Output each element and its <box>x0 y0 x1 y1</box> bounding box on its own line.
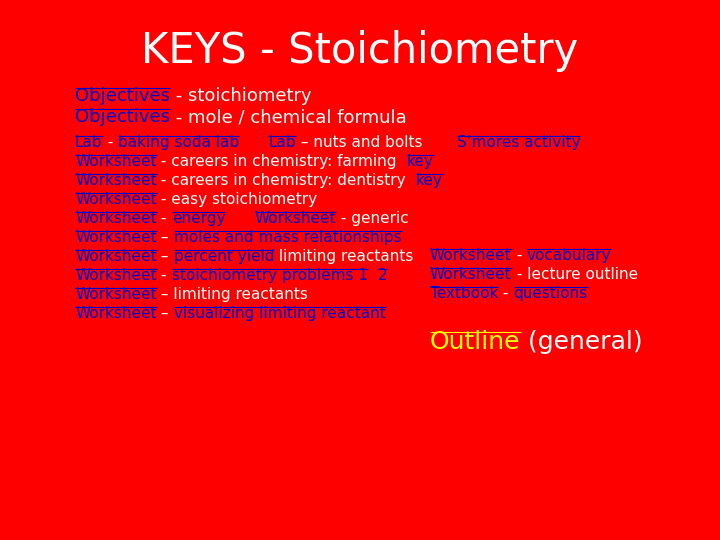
Text: - easy stoichiometry: - easy stoichiometry <box>156 192 318 207</box>
Text: Worksheet: Worksheet <box>254 211 336 226</box>
Text: –: – <box>156 306 174 321</box>
Text: stoichiometry problems 1: stoichiometry problems 1 <box>172 268 368 283</box>
Text: vocabulary: vocabulary <box>527 248 611 263</box>
Text: moles and mass relationships: moles and mass relationships <box>174 230 402 245</box>
Text: limiting reactants: limiting reactants <box>274 249 414 264</box>
Text: (general): (general) <box>521 330 643 354</box>
Text: energy: energy <box>172 211 225 226</box>
Text: Worksheet: Worksheet <box>75 154 156 169</box>
Text: - careers in chemistry: farming: - careers in chemistry: farming <box>156 154 407 169</box>
Text: Objectives: Objectives <box>75 108 170 126</box>
Text: - mole / chemical formula: - mole / chemical formula <box>170 108 407 126</box>
Text: -: - <box>156 211 172 226</box>
Text: - lecture outline: - lecture outline <box>511 267 638 282</box>
Text: – limiting reactants: – limiting reactants <box>156 287 308 302</box>
Text: - stoichiometry: - stoichiometry <box>170 87 312 105</box>
Text: Worksheet: Worksheet <box>430 248 511 263</box>
Text: percent yield: percent yield <box>174 249 274 264</box>
Text: key: key <box>416 173 443 188</box>
Text: S’mores activity: S’mores activity <box>456 135 580 150</box>
Text: Objectives: Objectives <box>75 87 170 105</box>
Text: Worksheet: Worksheet <box>75 230 156 245</box>
Text: Worksheet: Worksheet <box>75 268 156 283</box>
Text: -: - <box>156 268 172 283</box>
Text: questions: questions <box>513 286 588 301</box>
Text: Outline: Outline <box>430 330 521 354</box>
Text: -: - <box>498 286 513 301</box>
Text: Worksheet: Worksheet <box>75 173 156 188</box>
Text: Worksheet: Worksheet <box>75 211 156 226</box>
Text: baking soda lab: baking soda lab <box>118 135 239 150</box>
Text: Textbook: Textbook <box>430 286 498 301</box>
Text: Worksheet: Worksheet <box>75 306 156 321</box>
Text: Worksheet: Worksheet <box>75 192 156 207</box>
Text: 2: 2 <box>377 268 387 283</box>
Text: -: - <box>511 248 527 263</box>
Text: –: – <box>156 249 174 264</box>
Text: – nuts and bolts: – nuts and bolts <box>296 135 423 150</box>
Text: visualizing limiting reactant: visualizing limiting reactant <box>174 306 386 321</box>
Text: –: – <box>156 230 174 245</box>
Text: Lab: Lab <box>75 135 103 150</box>
Text: Worksheet: Worksheet <box>75 287 156 302</box>
Text: - generic: - generic <box>336 211 409 226</box>
Text: - careers in chemistry: dentistry: - careers in chemistry: dentistry <box>156 173 416 188</box>
Text: -: - <box>103 135 118 150</box>
Text: KEYS - Stoichiometry: KEYS - Stoichiometry <box>141 30 579 72</box>
Text: Lab: Lab <box>269 135 296 150</box>
Text: key: key <box>407 154 433 169</box>
Text: Worksheet: Worksheet <box>75 249 156 264</box>
Text: Worksheet: Worksheet <box>430 267 511 282</box>
